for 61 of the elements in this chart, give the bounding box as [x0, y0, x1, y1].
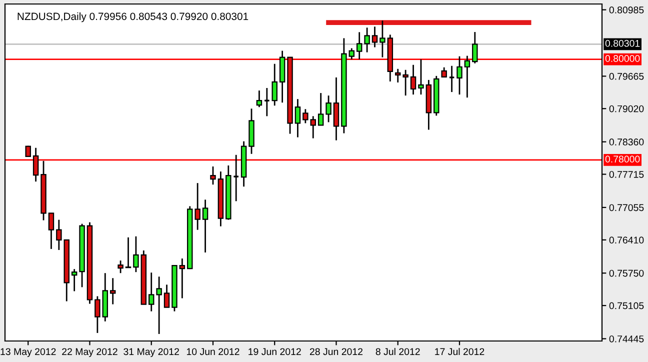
- x-tick-label: 19 Jun 2012: [248, 348, 301, 356]
- x-tick-label: 31 May 2012: [124, 348, 179, 358]
- candlestick: [364, 26, 370, 53]
- candlestick: [294, 98, 301, 138]
- x-tick-label: 13 May 2012: [0, 348, 56, 358]
- candlestick: [318, 92, 324, 126]
- candlestick: [333, 76, 340, 142]
- candlestick: [272, 63, 278, 106]
- y-tick-label: 0.80985: [609, 6, 644, 14]
- candlestick: [148, 272, 154, 312]
- y-tick-label: 0.75105: [609, 302, 644, 310]
- candlestick: [133, 236, 139, 273]
- y-tick-label: 0.75750: [609, 270, 644, 277]
- candlestick: [264, 87, 270, 117]
- candlestick: [472, 31, 478, 64]
- x-tick-label: 28 Jun 2012: [310, 348, 363, 356]
- candlestick: [464, 55, 470, 98]
- candlestick: [48, 212, 54, 250]
- ref-line-label: 0.78000: [605, 156, 640, 163]
- candlestick: [32, 147, 39, 182]
- y-tick-label: 0.77715: [609, 170, 644, 178]
- candlestick: [356, 31, 362, 60]
- candlestick: [110, 277, 116, 305]
- x-tick-label: 8 Jul 2012: [376, 348, 420, 356]
- x-tick-label: 22 May 2012: [62, 348, 118, 358]
- candlestick: [202, 198, 208, 254]
- candlestick: [210, 166, 216, 186]
- candlestick: [410, 64, 416, 96]
- candlestick: [441, 66, 447, 78]
- candlestick: [418, 58, 424, 96]
- candlestick: [448, 65, 455, 93]
- candlestick: [179, 258, 186, 299]
- y-tick-label: 0.79020: [609, 105, 644, 112]
- candlestick: [94, 296, 100, 334]
- candlestick: [232, 154, 240, 202]
- candlestick: [118, 260, 124, 274]
- x-tick-label: 17 Jul 2012: [435, 348, 484, 356]
- candlestick: [71, 268, 78, 292]
- candlestick: [256, 90, 262, 108]
- text: NZDUSD,Daily 0.79956 0.80543 0.79920 0.80301: [18, 12, 248, 22]
- candlestick: [56, 219, 62, 251]
- candlestick: [395, 68, 401, 84]
- candlestick: [302, 108, 308, 124]
- y-tick-label: 0.74445: [609, 335, 644, 342]
- candlestick: [156, 276, 162, 335]
- candlestick: [164, 284, 170, 308]
- candlestick: [402, 69, 408, 96]
- candlestick: [456, 56, 462, 96]
- candlestick: [125, 236, 132, 268]
- candlestick: [310, 115, 316, 139]
- y-tick-label: 0.78360: [609, 138, 644, 146]
- y-tick-label: 0.76410: [609, 236, 644, 244]
- x-tick-label: 10 Jun 2012: [186, 348, 240, 356]
- y-tick-label: 0.77055: [609, 204, 644, 212]
- candlestick: [348, 48, 355, 60]
- ref-line-label: 0.80301: [605, 40, 640, 47]
- candlestick: [194, 182, 200, 231]
- ref-line-label: 0.80000: [605, 55, 640, 62]
- y-tick-label: 0.79665: [609, 72, 644, 80]
- candlestick: [380, 20, 386, 58]
- candlestick: [326, 94, 332, 123]
